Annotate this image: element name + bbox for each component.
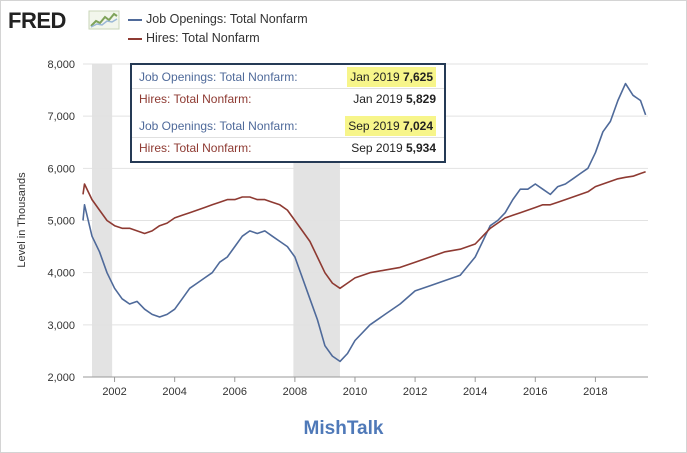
x-tick-label-4: 2010 xyxy=(343,386,367,398)
series-line-openings xyxy=(82,82,647,363)
y-tick-label-2: 4,000 xyxy=(47,268,75,280)
tooltip-separator-2 xyxy=(132,137,444,138)
x-tick-label-3: 2008 xyxy=(283,386,307,398)
x-tick-label-7: 2016 xyxy=(523,386,547,398)
tooltip-label-0: Job Openings: Total Nonfarm: xyxy=(139,70,298,84)
y-tick-label-5: 7,000 xyxy=(47,111,75,123)
tooltip-label-2: Job Openings: Total Nonfarm: xyxy=(139,119,298,133)
chart-header: FRED Job Openings: Total Nonfarm Hires: … xyxy=(8,6,608,52)
y-tick-label-3: 5,000 xyxy=(47,216,75,228)
y-axis-title: Level in Thousands xyxy=(16,172,28,268)
x-tick-label-8: 2018 xyxy=(583,386,607,398)
tooltip-row-2: Job Openings: Total Nonfarm: Sep 2019 7,0… xyxy=(139,116,436,136)
tooltip-number-2: 7,024 xyxy=(402,119,433,133)
x-tick-label-0: 2002 xyxy=(102,386,126,398)
tooltip-number-1: 5,829 xyxy=(405,92,436,106)
y-tick-label-4: 6,000 xyxy=(47,163,75,175)
tooltip-label-3: Hires: Total Nonfarm: xyxy=(139,141,252,155)
legend-item-openings[interactable]: Job Openings: Total Nonfarm xyxy=(128,12,308,26)
tooltip-number-0: 7,625 xyxy=(402,70,433,84)
series-lines xyxy=(82,82,647,363)
y-tick-label-0: 2,000 xyxy=(47,372,75,384)
fred-logo[interactable]: FRED xyxy=(8,8,66,33)
legend-item-hires[interactable]: Hires: Total Nonfarm xyxy=(128,31,260,45)
x-tick-label-5: 2012 xyxy=(403,386,427,398)
legend-swatch-openings xyxy=(128,18,142,21)
tooltip-date-1: Jan 2019 xyxy=(353,92,406,106)
series-line-hires xyxy=(82,171,646,290)
x-tick-label-6: 2014 xyxy=(463,386,487,398)
tooltip-value-2: Sep 2019 7,024 xyxy=(345,116,436,136)
fred-spark-icon xyxy=(88,10,120,30)
x-tick-label-2: 2006 xyxy=(223,386,247,398)
tooltip-row-0: Job Openings: Total Nonfarm: Jan 2019 7,6… xyxy=(139,67,436,87)
y-tick-label-6: 8,000 xyxy=(47,59,75,71)
tooltip-date-2: Sep 2019 xyxy=(348,119,403,133)
tooltip-panel: Job Openings: Total Nonfarm: Jan 2019 7,6… xyxy=(130,63,446,163)
tooltip-row-1: Hires: Total Nonfarm: Jan 2019 5,829 xyxy=(139,89,436,109)
tooltip-value-0: Jan 2019 7,625 xyxy=(347,67,436,87)
legend-swatch-hires xyxy=(128,37,142,40)
tooltip-value-3: Sep 2019 5,934 xyxy=(351,138,436,158)
y-tick-label-1: 3,000 xyxy=(47,320,75,332)
tooltip-date-0: Jan 2019 xyxy=(350,70,403,84)
tooltip-date-3: Sep 2019 xyxy=(351,141,406,155)
tooltip-number-3: 5,934 xyxy=(405,141,436,155)
watermark-text: MishTalk xyxy=(303,418,384,439)
legend-label-openings: Job Openings: Total Nonfarm xyxy=(146,12,308,26)
legend-label-hires: Hires: Total Nonfarm xyxy=(146,31,260,45)
tooltip-label-1: Hires: Total Nonfarm: xyxy=(139,92,252,106)
tooltip-row-3: Hires: Total Nonfarm: Sep 2019 5,934 xyxy=(139,138,436,158)
x-tick-label-1: 2004 xyxy=(162,386,186,398)
tooltip-value-1: Jan 2019 5,829 xyxy=(353,89,436,109)
axes: 2,000 3,000 4,000 5,000 6,000 7,000 8,000 2002 2… xyxy=(47,59,648,398)
tooltip-separator-0 xyxy=(132,88,444,89)
